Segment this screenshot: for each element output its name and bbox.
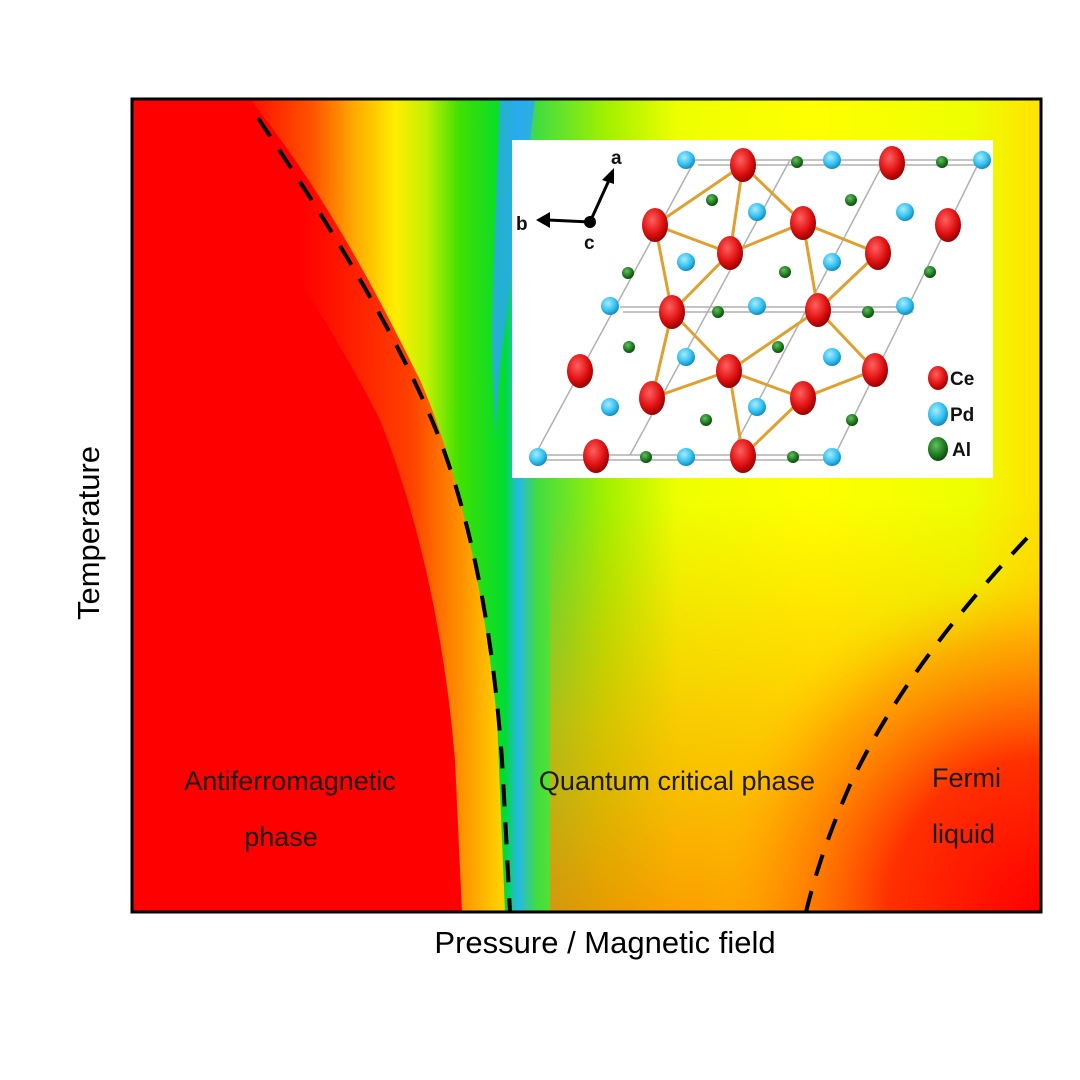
crystal-axis-a: a	[611, 148, 622, 169]
legend-pd-label: Pd	[950, 405, 974, 426]
ordered-phase-core	[132, 99, 462, 912]
afm-phase-label-line1: Antiferromagnetic	[184, 766, 396, 796]
legend-al-marker	[928, 437, 948, 461]
critical-center-streak	[492, 99, 535, 440]
crystal-axes: a b c	[516, 148, 622, 254]
element-legend: Ce Pd Al	[928, 366, 974, 461]
fl-phase-label-line1: Fermi	[932, 763, 1001, 793]
plot-frame	[130, 97, 1043, 914]
legend-ce-label: Ce	[950, 369, 974, 390]
ce-atoms	[567, 146, 961, 473]
afm-phase-boundary	[256, 116, 512, 913]
crystal-axis-b: b	[516, 214, 528, 235]
crystal-structure-inset: a b c Ce Pd Al	[512, 140, 993, 478]
afm-phase-label-line2: phase	[244, 822, 318, 852]
legend-pd-marker	[928, 402, 948, 426]
al-atoms	[622, 156, 948, 463]
fermi-liquid-boundary	[804, 536, 1029, 913]
x-axis-label: Pressure / Magnetic field	[434, 925, 775, 960]
fl-phase-label-line2: liquid	[932, 819, 995, 849]
legend-ce-marker	[928, 366, 948, 390]
pd-atoms	[529, 151, 991, 466]
qcp-phase-label: Quantum critical phase	[539, 766, 815, 796]
crystal-axis-c: c	[584, 233, 595, 254]
y-axis-label: Temperature	[71, 446, 106, 620]
legend-al-label: Al	[952, 440, 971, 461]
